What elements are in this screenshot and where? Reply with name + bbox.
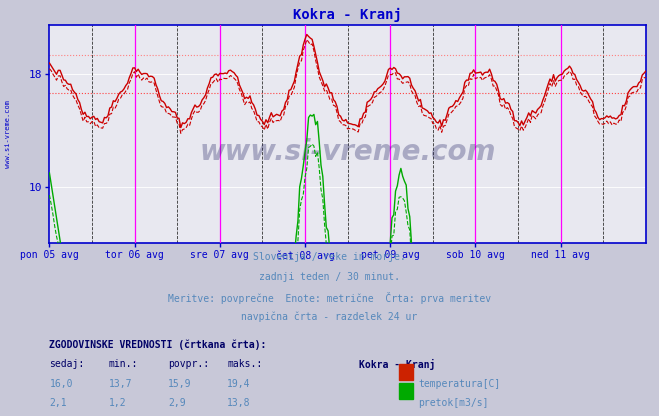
Title: Kokra - Kranj: Kokra - Kranj [293, 8, 402, 22]
Text: ZGODOVINSKE VREDNOSTI (črtkana črta):: ZGODOVINSKE VREDNOSTI (črtkana črta): [49, 340, 267, 350]
Text: navpična črta - razdelek 24 ur: navpična črta - razdelek 24 ur [241, 312, 418, 322]
Text: temperatura[C]: temperatura[C] [418, 379, 501, 389]
Text: 15,9: 15,9 [168, 379, 192, 389]
Text: 2,9: 2,9 [168, 398, 186, 408]
Text: www.si-vreme.com: www.si-vreme.com [200, 138, 496, 166]
Text: povpr.:: povpr.: [168, 359, 209, 369]
Text: pretok[m3/s]: pretok[m3/s] [418, 398, 489, 408]
Text: zadnji teden / 30 minut.: zadnji teden / 30 minut. [259, 272, 400, 282]
Text: Kokra - Kranj: Kokra - Kranj [359, 359, 436, 370]
Text: 16,0: 16,0 [49, 379, 73, 389]
Text: 13,8: 13,8 [227, 398, 251, 408]
Text: www.si-vreme.com: www.si-vreme.com [5, 100, 11, 168]
Text: Slovenija / reke in morje.: Slovenija / reke in morje. [253, 252, 406, 262]
Text: min.:: min.: [109, 359, 138, 369]
Text: 19,4: 19,4 [227, 379, 251, 389]
Text: 13,7: 13,7 [109, 379, 132, 389]
Text: 1,2: 1,2 [109, 398, 127, 408]
Text: sedaj:: sedaj: [49, 359, 84, 369]
Text: Meritve: povprečne  Enote: metrične  Črta: prva meritev: Meritve: povprečne Enote: metrične Črta:… [168, 292, 491, 304]
Text: 2,1: 2,1 [49, 398, 67, 408]
Text: maks.:: maks.: [227, 359, 262, 369]
